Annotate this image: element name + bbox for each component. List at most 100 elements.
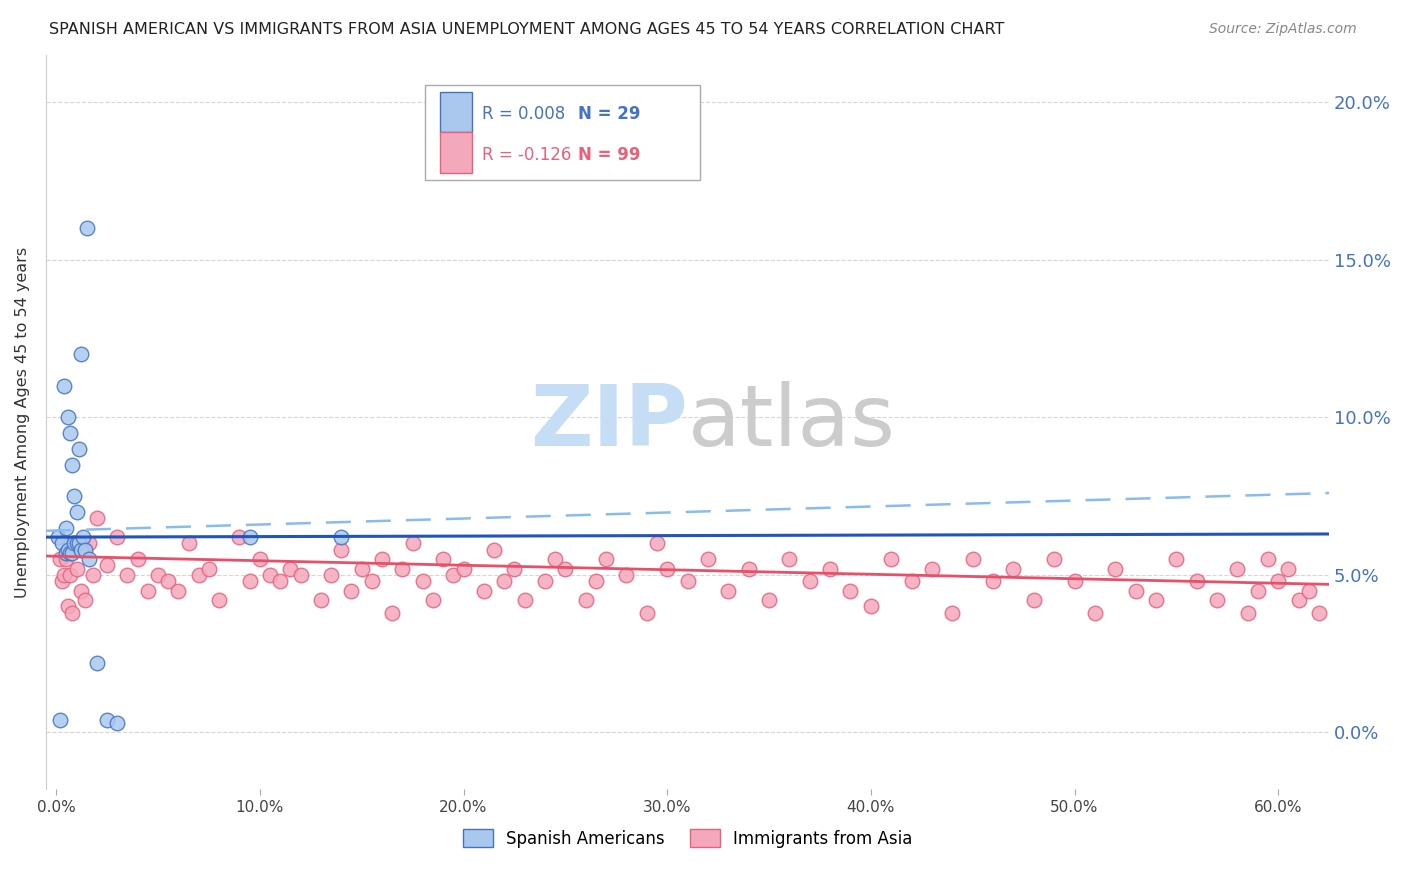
Point (53, 379, 76, 393)
Point (198, 561, 221, 575)
Point (177, 536, 200, 550)
Point (65, 505, 87, 519)
Point (330, 530, 353, 544)
Point (962, 552, 984, 566)
Point (544, 552, 567, 566)
Point (51, 536, 73, 550)
Point (69, 583, 91, 598)
Point (412, 574, 434, 589)
Point (1144, 593, 1167, 607)
Point (63, 536, 86, 550)
Point (58, 599, 80, 614)
Point (1022, 593, 1045, 607)
Point (616, 568, 638, 582)
Point (595, 552, 617, 566)
Point (330, 542, 353, 557)
Point (228, 530, 250, 544)
Point (1226, 561, 1249, 575)
Point (371, 552, 394, 566)
Point (51, 574, 73, 589)
Point (1288, 593, 1310, 607)
Point (1206, 593, 1229, 607)
Point (321, 568, 343, 582)
Point (534, 574, 557, 589)
Point (340, 583, 363, 598)
Point (72, 530, 94, 544)
Point (239, 574, 262, 589)
Point (839, 583, 862, 598)
Point (482, 542, 505, 557)
Text: ZIP: ZIP (530, 381, 688, 464)
Point (1236, 606, 1258, 620)
Point (554, 561, 576, 575)
FancyBboxPatch shape (440, 132, 472, 172)
Text: N = 29: N = 29 (578, 105, 641, 123)
Point (799, 574, 821, 589)
Point (65, 536, 87, 550)
Point (105, 716, 128, 731)
Point (77, 552, 100, 566)
Point (494, 574, 516, 589)
Point (778, 552, 800, 566)
Point (96, 713, 118, 727)
Point (55, 552, 77, 566)
Point (82, 568, 104, 582)
Point (136, 583, 159, 598)
Point (441, 568, 464, 582)
Point (65, 561, 87, 575)
Point (62, 546, 84, 560)
Point (1104, 561, 1126, 575)
Point (63, 489, 86, 503)
Point (585, 574, 607, 589)
Point (259, 568, 281, 582)
Point (76, 221, 98, 235)
Point (1267, 574, 1289, 589)
Point (1166, 552, 1188, 566)
Point (1084, 606, 1107, 620)
Point (1277, 561, 1299, 575)
Point (187, 568, 209, 582)
Point (59, 546, 82, 560)
Point (432, 552, 454, 566)
Point (503, 561, 526, 575)
Point (1247, 583, 1270, 598)
Legend: Spanish Americans, Immigrants from Asia: Spanish Americans, Immigrants from Asia (456, 822, 920, 855)
Point (157, 574, 180, 589)
Point (360, 574, 382, 589)
Point (55, 546, 77, 560)
Point (1298, 583, 1320, 598)
Point (737, 561, 759, 575)
Point (717, 583, 740, 598)
Point (921, 561, 943, 575)
Point (46, 530, 69, 544)
Point (1308, 606, 1330, 620)
Point (981, 574, 1004, 589)
Point (127, 552, 149, 566)
Point (900, 574, 922, 589)
Point (859, 599, 882, 614)
Point (249, 552, 271, 566)
Point (290, 568, 312, 582)
FancyBboxPatch shape (440, 92, 472, 132)
Point (53, 568, 76, 582)
Point (472, 583, 495, 598)
Point (1063, 574, 1085, 589)
Point (73, 542, 96, 557)
Point (49, 713, 72, 727)
Point (55, 521, 77, 535)
Point (391, 561, 413, 575)
FancyBboxPatch shape (425, 85, 700, 180)
Point (1043, 552, 1066, 566)
Point (73, 593, 96, 607)
Point (146, 568, 169, 582)
Point (657, 561, 679, 575)
Text: atlas: atlas (688, 381, 896, 464)
Point (697, 552, 720, 566)
Point (167, 583, 190, 598)
Point (453, 561, 475, 575)
Y-axis label: Unemployment Among Ages 45 to 54 years: Unemployment Among Ages 45 to 54 years (15, 246, 30, 598)
Point (58, 410, 80, 425)
Point (1185, 574, 1208, 589)
Point (86, 656, 108, 670)
Point (117, 568, 139, 582)
